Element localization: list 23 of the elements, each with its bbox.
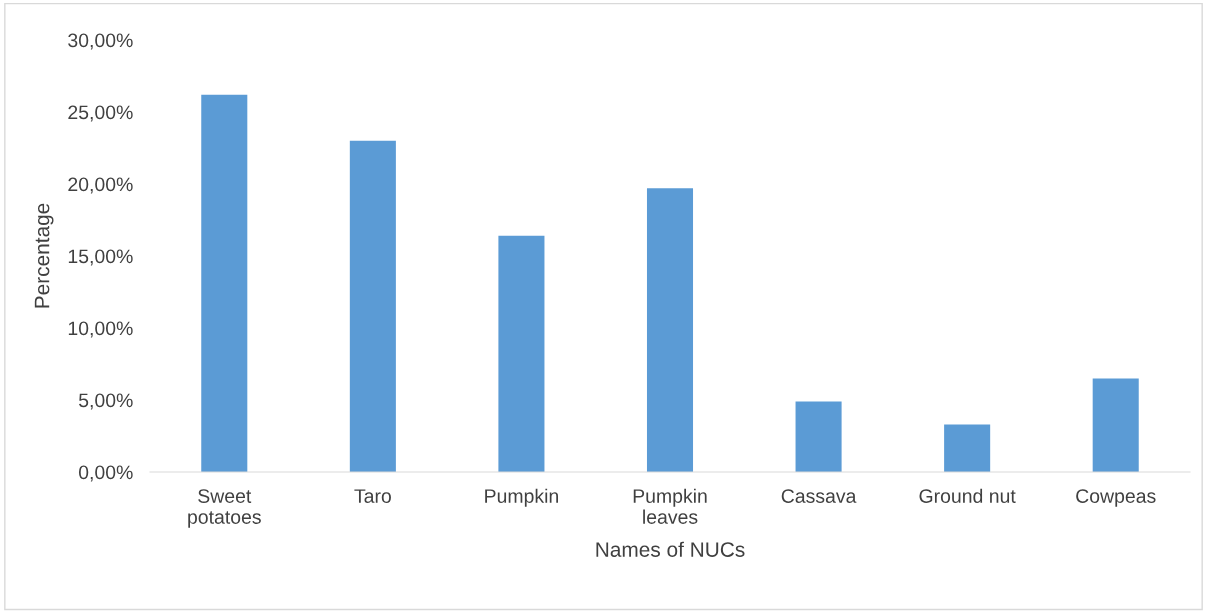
x-tick-label: Taro [354,489,391,503]
y-tick-label: 25,00% [68,105,133,122]
bar [201,94,248,472]
x-tick-label: Cassava [781,489,857,503]
bar [795,401,842,472]
y-axis-title: Percentage [34,203,54,308]
y-tick-label: 30,00% [68,33,133,50]
bar [349,140,396,472]
y-tick-label: 15,00% [68,249,133,266]
x-tick-label: Pumpkin leaves [633,488,707,524]
x-tick-label: Cowpeas [1076,489,1156,507]
y-tick-label: 0,00% [78,465,133,482]
bar [944,424,991,472]
x-tick-label: Pumpkin [485,488,558,507]
bar [1092,378,1139,472]
y-tick-label: 5,00% [78,393,133,410]
x-axis-title: Names of NUCs [596,541,745,557]
x-tick-label: Ground nut [919,488,1016,503]
bar [646,188,694,472]
x-tick-label: Sweet potatoes [188,489,261,528]
bar [498,235,545,472]
y-tick-label: 20,00% [68,177,133,194]
y-tick-label: 10,00% [68,321,133,338]
